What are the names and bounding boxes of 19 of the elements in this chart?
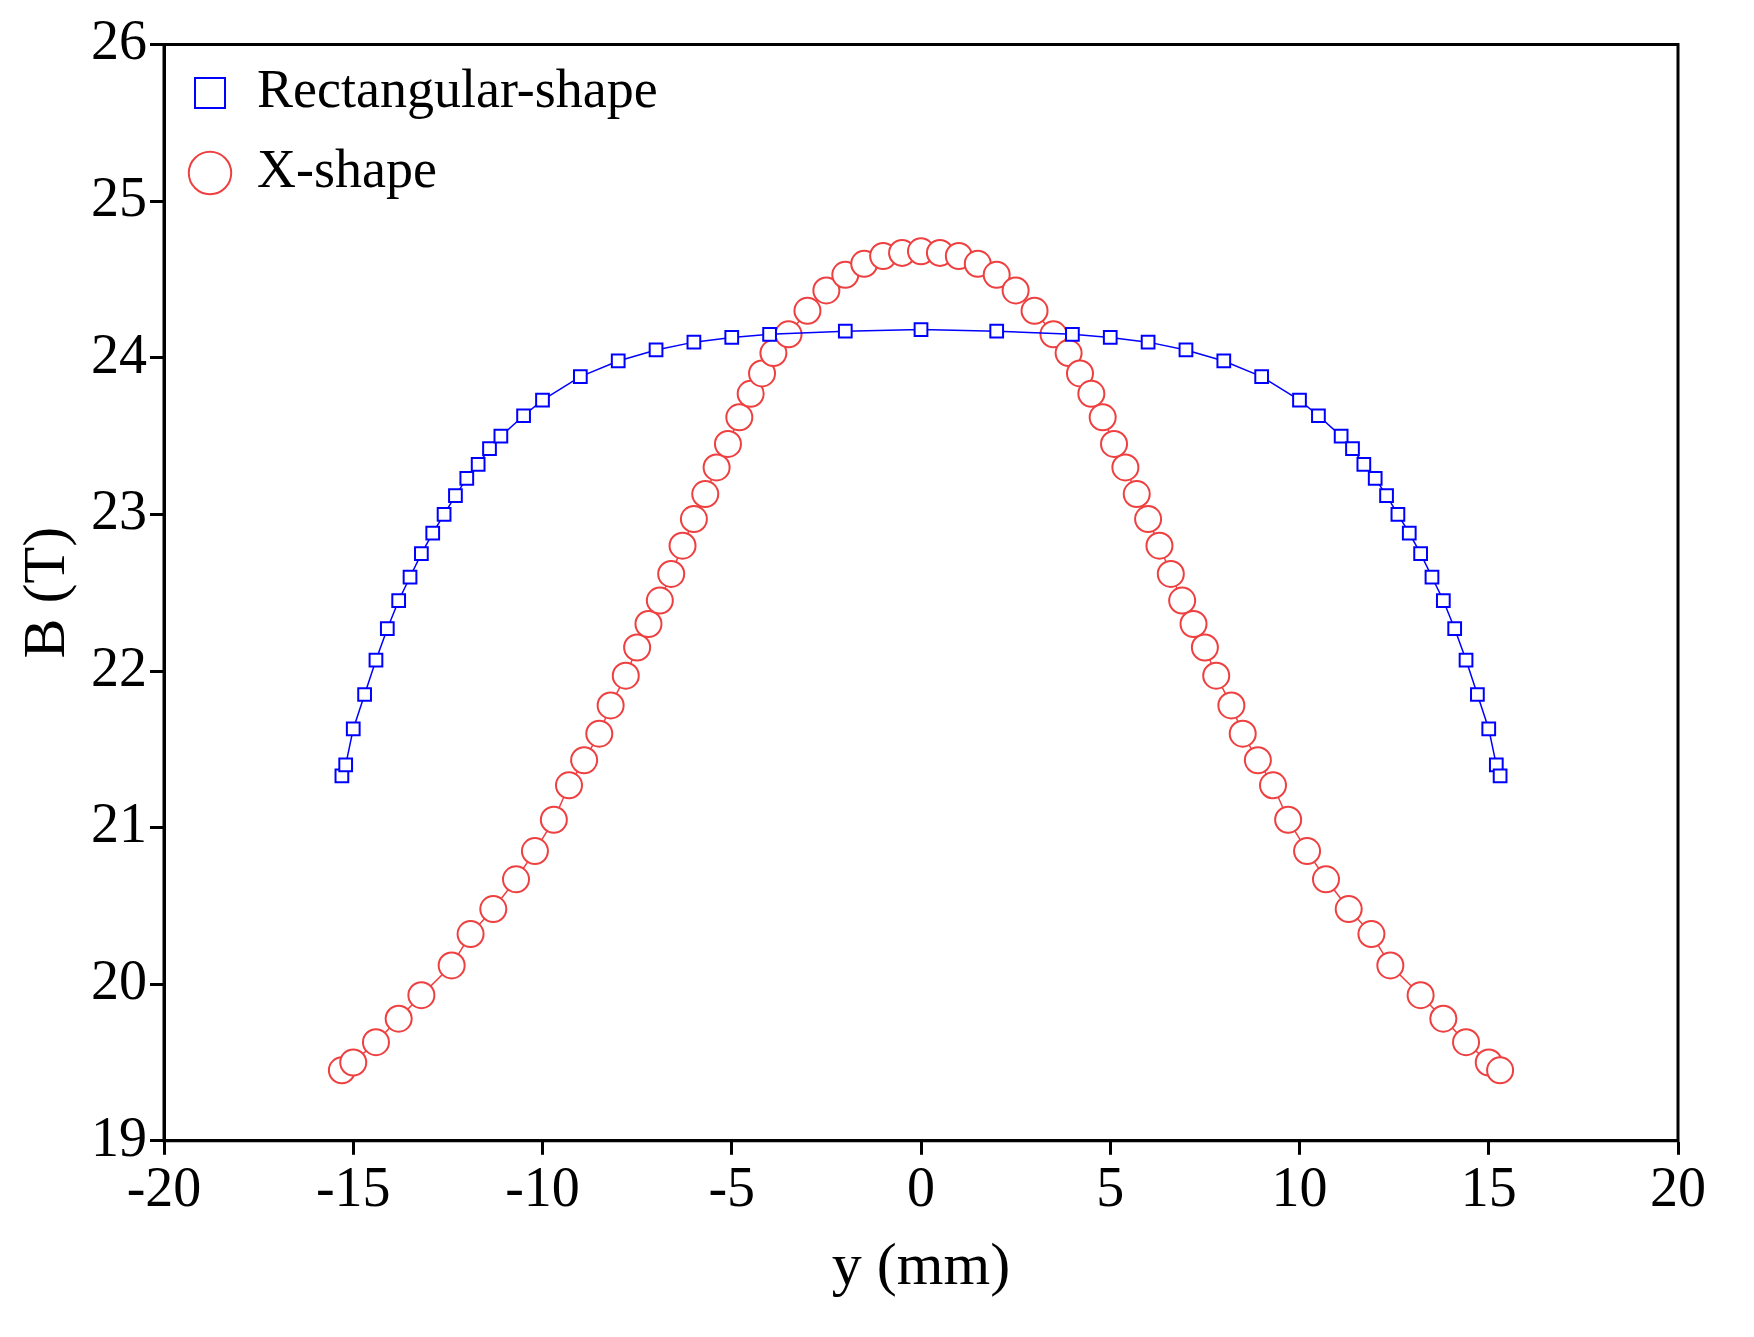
y-tick-label: 20 [91, 948, 147, 1011]
x-axis-title: y (mm) [831, 1230, 1011, 1297]
y-tick-label: 26 [91, 9, 147, 72]
y-tick-label: 23 [91, 479, 147, 542]
legend-label: Rectangular-shape [257, 59, 658, 120]
x-tick-label: 0 [907, 1156, 935, 1219]
x-tick-label: -5 [708, 1156, 756, 1219]
x-tick-label: 5 [1096, 1156, 1125, 1219]
y-tick-label: 22 [91, 635, 147, 698]
y-tick-label: 24 [91, 322, 147, 385]
x-tick-label: 20 [1650, 1156, 1706, 1219]
x-tick-label: -10 [505, 1156, 580, 1219]
y-tick-label: 21 [91, 792, 147, 855]
legend-label: X-shape [257, 139, 437, 200]
y-axis-title: B (T) [10, 526, 77, 659]
x-tick-label: 15 [1460, 1156, 1517, 1219]
x-tick-label: -15 [315, 1156, 391, 1219]
x-tick-label: 10 [1271, 1156, 1328, 1219]
y-tick-label: 25 [91, 165, 147, 228]
